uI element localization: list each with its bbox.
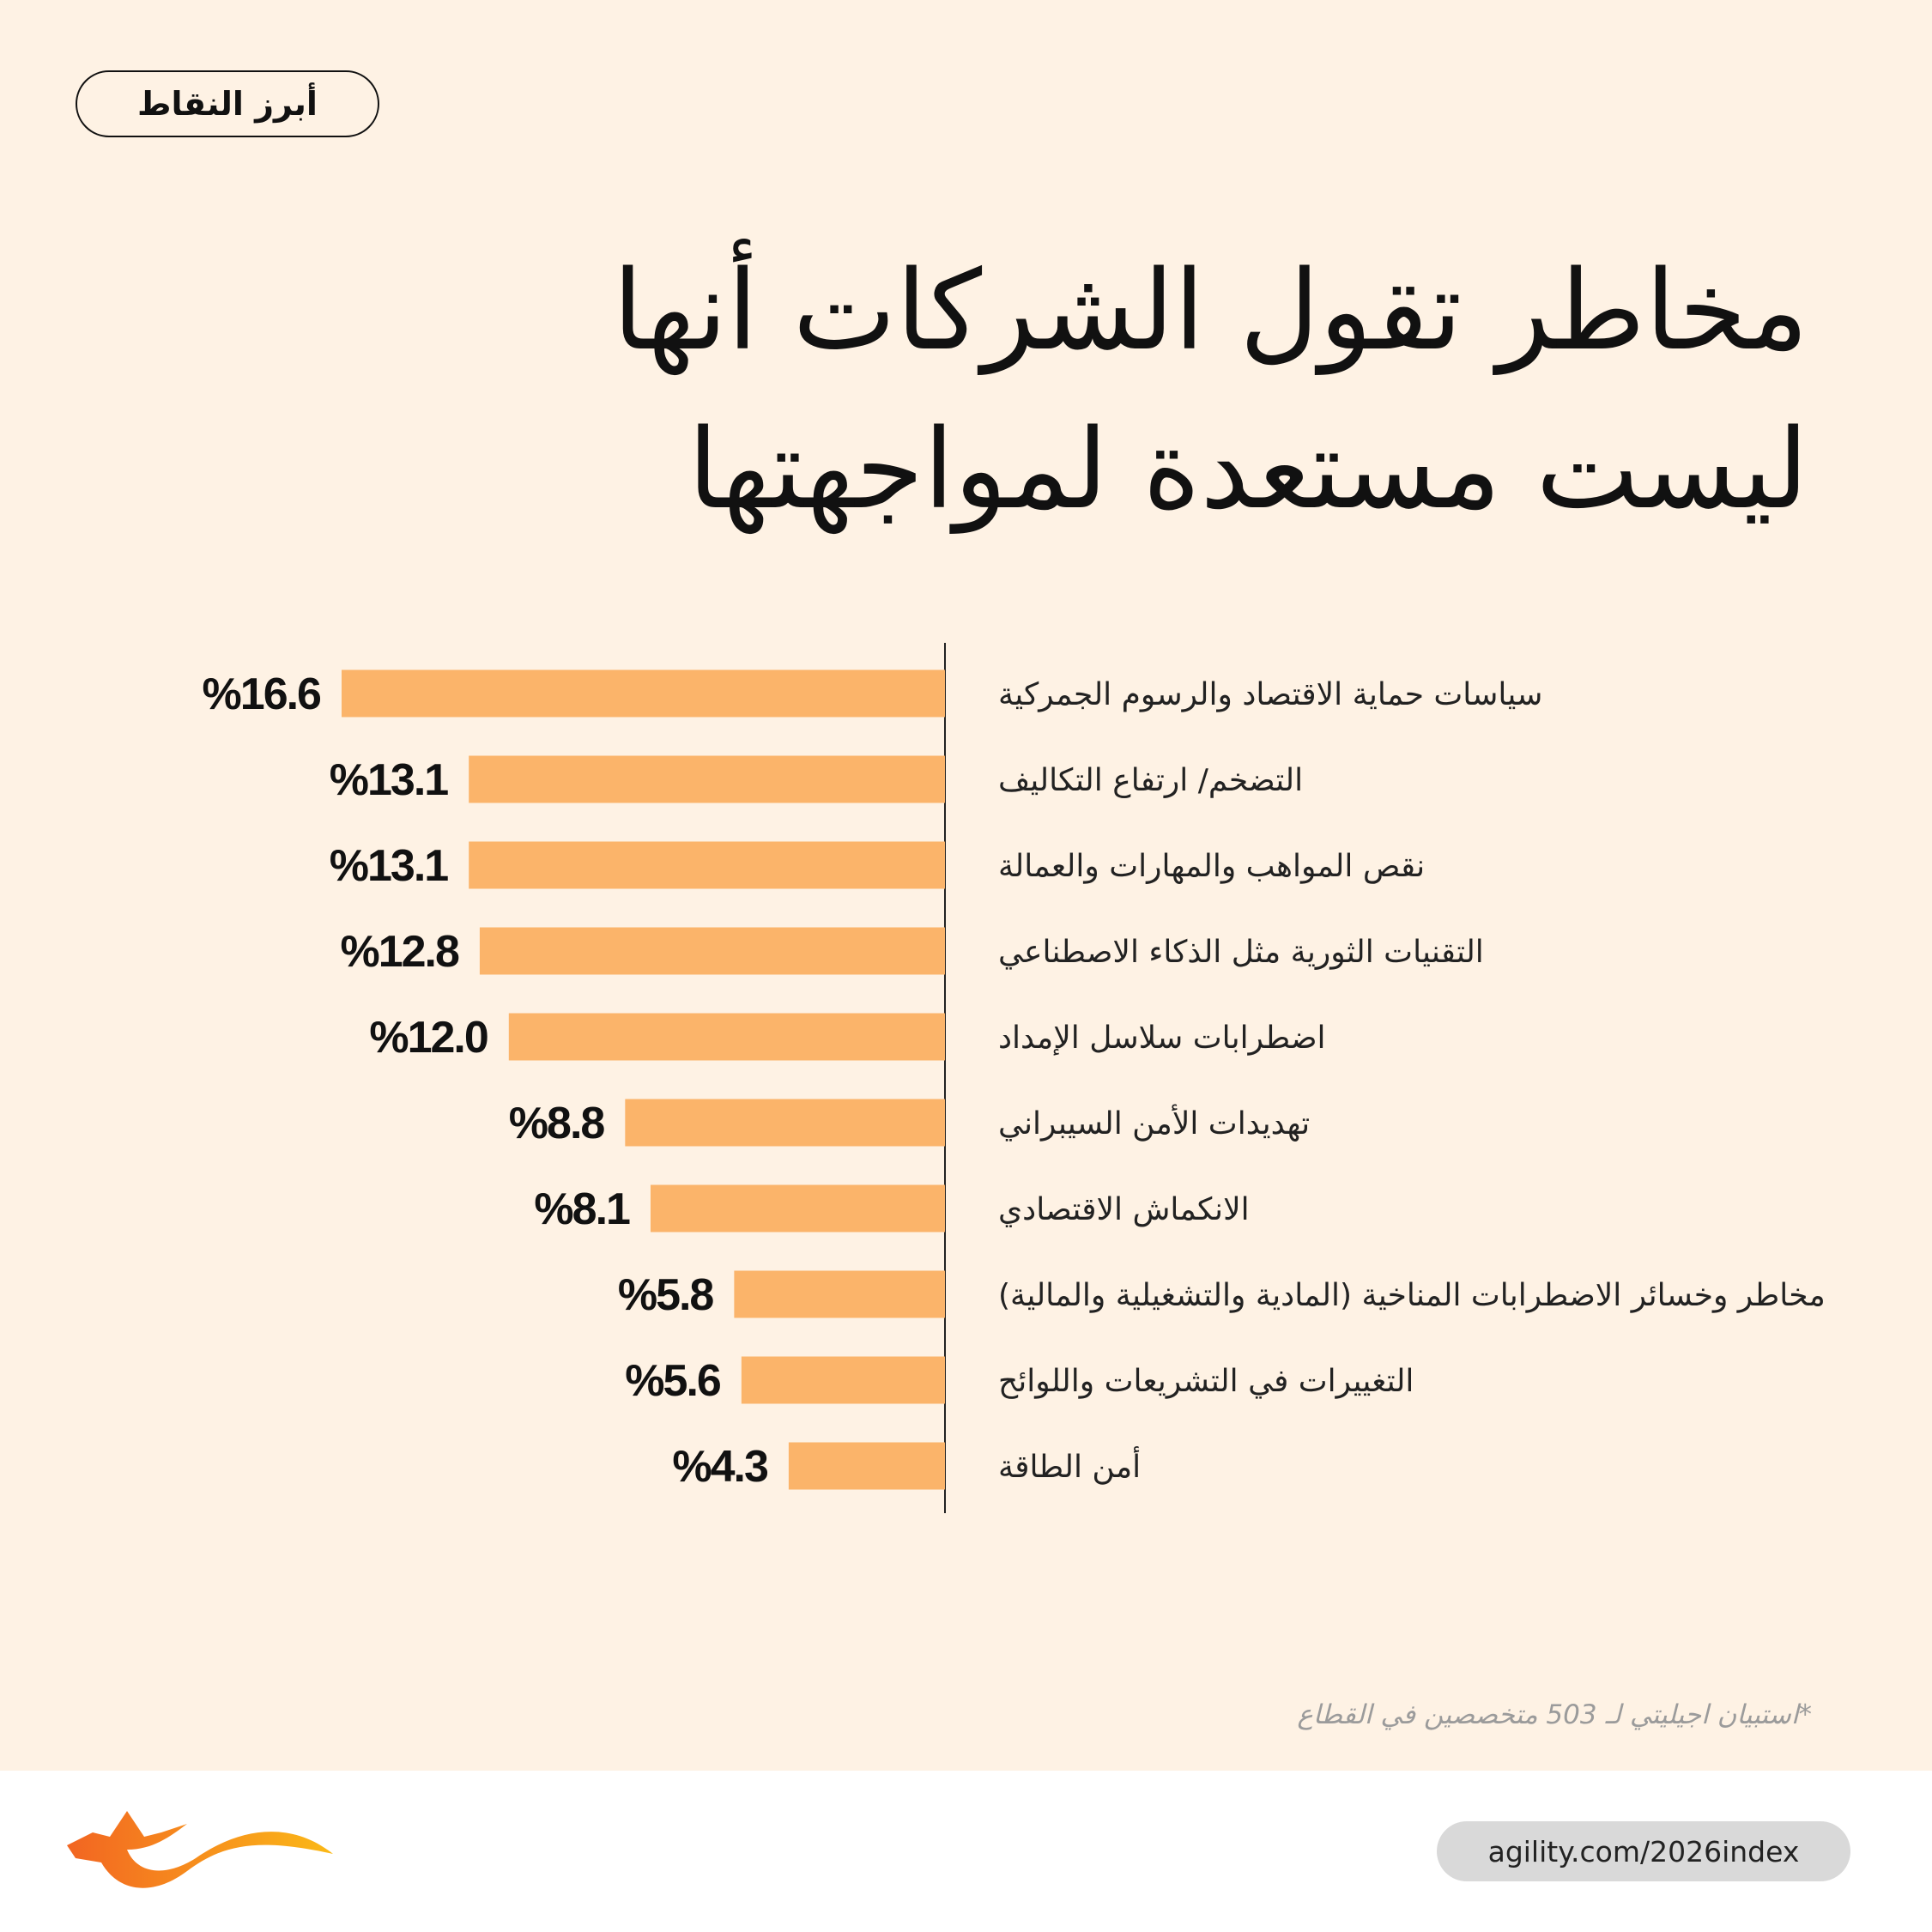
value-label: %16.6 bbox=[203, 669, 322, 719]
page-title: مخاطر تقول الشركات أنها ليست مستعدة لموا… bbox=[613, 232, 1808, 549]
category-label: تهديدات الأمن السيبراني bbox=[998, 1104, 1310, 1142]
bar bbox=[734, 1270, 945, 1318]
value-label: %13.1 bbox=[330, 755, 449, 805]
value-label: %12.0 bbox=[369, 1013, 488, 1063]
category-label: الانكماش الاقتصادي bbox=[998, 1192, 1250, 1227]
bar bbox=[788, 1442, 945, 1490]
value-label: %8.1 bbox=[534, 1184, 630, 1234]
bar-chart: %16.6 سياسات حماية الاقتصاد والرسوم الجمر… bbox=[203, 643, 1826, 1513]
value-label: %13.1 bbox=[330, 841, 449, 891]
footnote: *استبيان اجيليتي لـ 503 متخصصين في القطا… bbox=[1297, 1699, 1812, 1730]
bar bbox=[341, 669, 945, 718]
category-label: سياسات حماية الاقتصاد والرسوم الجمركية bbox=[998, 677, 1542, 712]
bar bbox=[625, 1099, 945, 1147]
value-label: %8.8 bbox=[509, 1099, 605, 1148]
agility-logo bbox=[67, 1811, 333, 1888]
category-label: أمن الطاقة bbox=[998, 1446, 1141, 1485]
title-line-2: ليست مستعدة لمواجهتها bbox=[687, 406, 1808, 534]
value-label: %12.8 bbox=[340, 927, 459, 977]
category-label: نقص المواهب والمهارات والعمالة bbox=[998, 849, 1425, 884]
highlights-badge: أبرز النقاط bbox=[76, 70, 379, 137]
title-line-1: مخاطر تقول الشركات أنها bbox=[612, 247, 1808, 375]
bar bbox=[650, 1184, 945, 1232]
website-link[interactable]: agility.com/2026index bbox=[1437, 1821, 1850, 1881]
bar bbox=[469, 755, 945, 803]
bar bbox=[469, 841, 945, 889]
category-label: اضطرابات سلاسل الإمداد bbox=[998, 1021, 1326, 1056]
value-label: %5.8 bbox=[618, 1270, 714, 1320]
category-label: التضخم/ ارتفاع التكاليف bbox=[998, 763, 1303, 798]
value-label: %4.3 bbox=[672, 1442, 768, 1492]
category-label: التغييرات في التشريعات واللوائح bbox=[998, 1364, 1414, 1399]
bar bbox=[508, 1013, 945, 1061]
value-label: %5.6 bbox=[625, 1356, 721, 1406]
bar bbox=[741, 1356, 945, 1404]
category-label: التقنيات الثورية مثل الذكاء الاصطناعي bbox=[998, 935, 1484, 970]
bar bbox=[479, 927, 945, 975]
content-area bbox=[0, 0, 1932, 1771]
category-label: مخاطر وخسائر الاضطرابات المناخية (المادي… bbox=[998, 1278, 1826, 1313]
